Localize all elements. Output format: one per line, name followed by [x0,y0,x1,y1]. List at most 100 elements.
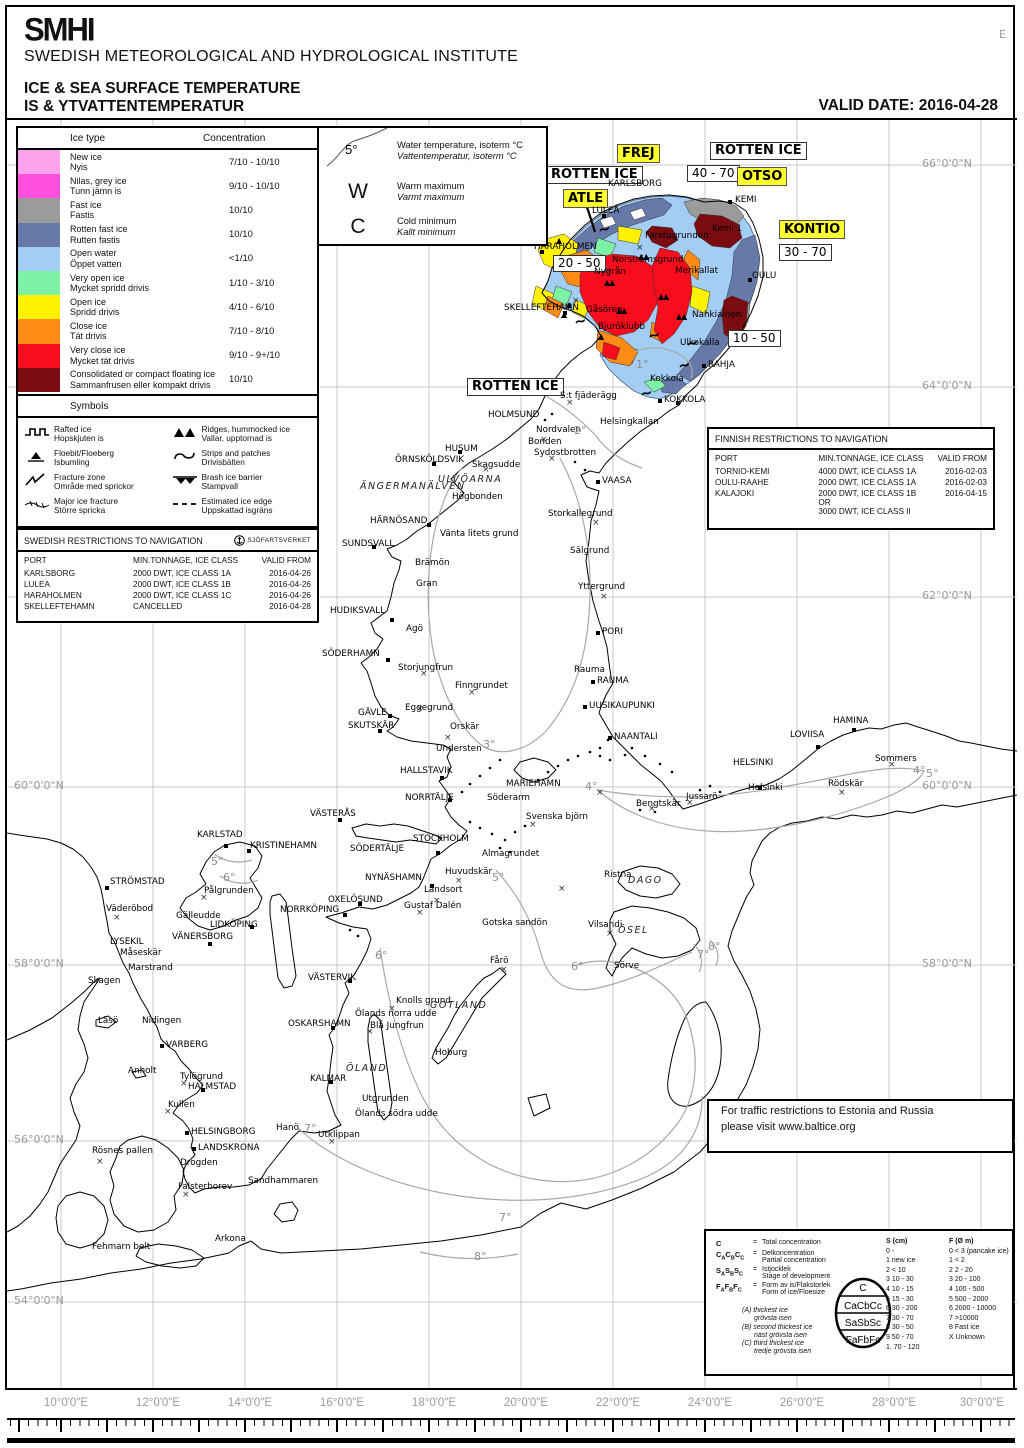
egg-note: grövsta isen [754,1315,792,1323]
table-row: KALAJOKI 2000 DWT, ICE CLASS 1B OR 3000 DW… [709,488,993,517]
ice-color-swatch [18,367,60,392]
ice-color-swatch [18,222,60,247]
ice-type-name: Very close ice Mycket tät drivis [70,345,135,366]
symbol-major-fracture: Major ice fracture Större spricka [20,494,168,518]
table-row: TORNIO-KEMI 4000 DWT, ICE CLASS 1A 2016-02… [709,466,993,477]
warm-maximum-label-en: Warm maximum [397,180,465,191]
ice-type-name: Very open ice Mycket spridd drivis [70,272,150,294]
ice-type-name: Close ice Tät drivis [70,320,108,342]
concentration-column-header: Concentration [203,133,266,144]
symbols-grid: Rafted ice Hopskjuten is Ridges, hummocke… [18,418,317,522]
valid-date: VALID DATE: 2016-04-28 [818,97,998,114]
table-row: 7 >10000 [949,1314,979,1322]
sjofartsverket-logo: SJÖFARTSVERKET [234,535,311,546]
symbol-label: Major ice fracture [54,495,119,506]
valid-from: 2016-04-28 [269,602,311,611]
egg-definition-row: FAFBFC = Form av is/Flakstorlek Form of ice… [716,1282,831,1296]
col-port: PORT [24,556,47,565]
longitude-tick-label: 10°0'0"E [43,1397,89,1409]
ice-type-name: Fast ice Fastis [70,199,102,221]
table-row: 2 2 - 20 [949,1266,973,1274]
port: SKELLEFTEHAMN [24,602,95,611]
swedish-restrictions-columns: PORT MIN.TONNAGE, ICE CLASS VALID FROM [18,552,317,568]
col-valid: VALID FROM [261,556,311,565]
symbol-label: Rafted ice [54,423,92,434]
rafted-ice-icon [20,425,54,444]
ice-color-swatch [18,150,60,175]
agency-name: SJÖFARTSVERKET [247,537,311,544]
islets [348,412,722,938]
table-row: SKELLEFTEHAMN CANCELLED 2016-04-28 [18,601,317,612]
egg-note: näst grövsta isen [754,1331,807,1339]
tonnage: 2000 DWT, ICE CLASS 1A [818,478,917,487]
chart-title-en: ICE & SEA SURFACE TEMPERATURE [24,80,301,97]
ice-concentration: 7/10 - 8/10 [229,325,275,337]
symbol-label: Floebit/Floeberg [54,447,114,458]
table-row: 9 50 - 70 [886,1333,914,1341]
table-row: 7 30 - 70 [886,1314,914,1322]
symbol-label-sv: Isbumling [54,457,90,467]
warm-maximum-symbol: W [348,180,368,203]
table-row: 5 15 - 30 [886,1295,914,1303]
table-row: 0 - [886,1247,895,1255]
longitude-tick-label: 22°0'0"E [595,1397,641,1409]
symbols-legend: Symbols Rafted ice Hopskjuten is Ridges, … [16,394,319,528]
symbol-ridges: Ridges, hummocked ice Vallar, upptornad i… [168,422,316,446]
tonnage: 2000 DWT, ICE CLASS 1B [133,580,231,589]
ice-color-swatch [18,295,60,320]
cold-minimum-label-sv: Kallt minimum [397,227,456,237]
isotherms [213,347,925,1260]
finnish-restrictions-panel: FINNISH RESTRICTIONS TO NAVIGATION PORT … [707,427,995,530]
isotherm-label-en: Water temperature, isoterm °C [397,139,523,150]
symbol-label-sv: Hopskjuten is [54,433,104,443]
table-row: KARLSBORG 2000 DWT, ICE CLASS 1A 2016-04-2… [18,568,317,579]
longitude-tick-label: 18°0'0"E [411,1397,457,1409]
table-row: 0 < 3 (pancake ice) [949,1247,1009,1255]
svg-text:5°: 5° [345,142,357,157]
ice-type-row: Consolidated or compact floating ice Samm… [18,367,317,392]
svg-text:C: C [859,1283,866,1294]
table-row: OULU-RAAHE 2000 DWT, ICE CLASS 1A 2016-02-… [709,477,993,488]
table-row: 6 2000 - 10000 [949,1305,997,1313]
ice-type-name: Open water Öppet vatten [70,248,122,269]
tonnage: CANCELLED [133,602,183,611]
symbol-floebit: Floebit/Floeberg Isbumling [20,446,168,470]
longitude-tick-label: 30°0'0"E [959,1397,1005,1409]
institute-name: SWEDISH METEOROLOGICAL AND HYDROLOGICAL … [24,48,519,65]
swedish-restrictions-title: SWEDISH RESTRICTIONS TO NAVIGATION [24,535,203,546]
symbol-label-sv: Större spricka [54,505,106,515]
svg-text:FaFbFc: FaFbFc [846,1335,880,1346]
col-port: PORT [715,454,738,463]
valid-from: 2016-02-03 [945,478,987,487]
col-valid: VALID FROM [937,454,987,463]
egg-note: tredje grövsta isen [754,1348,812,1356]
ice-color-swatch [18,270,60,296]
table-row: 5 500 - 2000 [949,1295,989,1303]
ice-type-row: New ice Nyis 7/10 - 10/10 [18,150,317,175]
port: KARLSBORG [24,569,75,578]
valid-from: 2016-04-26 [269,569,311,578]
ice-type-name: Consolidated or compact floating ice Samm… [70,369,216,390]
table-row: 1. 70 - 120 [886,1343,920,1351]
egg-note: (B) second thickest ice [742,1323,813,1331]
ice-type-row: Open water Öppet vatten <1/10 [18,246,317,271]
tonnage: 2000 DWT, ICE CLASS 1B OR [818,489,917,507]
isotherm-label-sv: Vattentemperatur, isoterm °C [397,151,517,161]
table-row: LULEA 2000 DWT, ICE CLASS 1B 2016-04-26 [18,579,317,590]
cold-minimum-symbol: C [350,215,366,238]
valid-from: 2016-04-26 [269,580,311,589]
port: HARAHOLMEN [24,591,82,600]
longitude-tick-label: 24°0'0"E [687,1397,733,1409]
ice-type-name: New ice Nyis [70,151,103,173]
ice-type-column-header: Ice type [70,133,106,144]
ice-type-row: Nilas, grey ice Tunn jämn is 9/10 - 10/10 [18,174,317,199]
symbol-label: Brash ice barrier [201,471,263,482]
finnish-restrictions-columns: PORT MIN.TONNAGE, ICE CLASS VALID FROM [709,450,993,466]
symbol-label: Fracture zone [54,471,106,482]
ice-color-swatch [18,174,60,199]
coastlines [6,194,1018,1292]
warm-maximum-label-sv: Varmt maximum [397,192,465,202]
symbol-label-sv: Stampvall [201,481,238,491]
table-row: 4 100 - 500 [949,1285,985,1293]
longitude-axis: 10°0'0"E 12°0'0"E 14°0'0"E 16°0'0"E 18°0'0"E… [5,1388,1017,1443]
